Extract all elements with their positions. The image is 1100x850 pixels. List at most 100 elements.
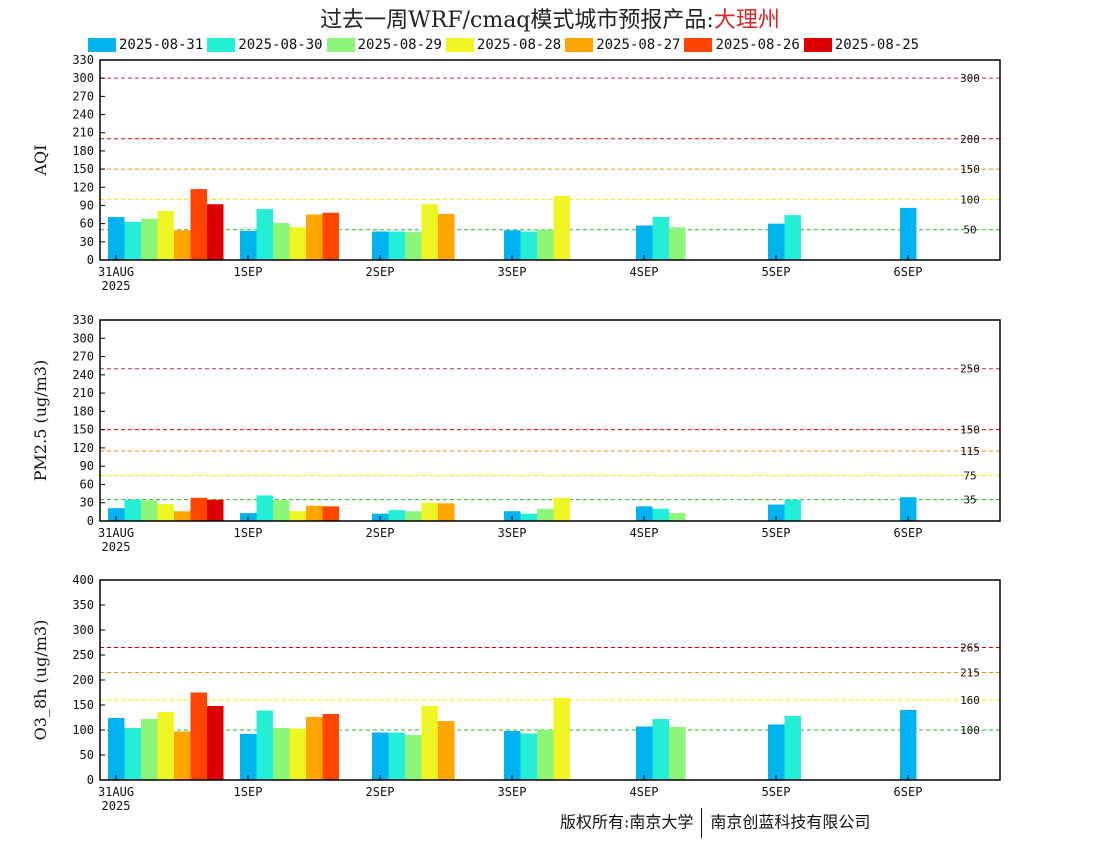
bar (240, 230, 257, 260)
x-year-label: 2025 (102, 279, 131, 293)
bar (784, 215, 801, 260)
bar (537, 229, 554, 260)
bar (157, 503, 174, 521)
bar (289, 227, 306, 260)
bar (768, 223, 785, 260)
threshold-label: 215 (960, 667, 980, 680)
threshold-label: 35 (963, 494, 976, 507)
bar (784, 716, 801, 780)
legend-item: 2025-08-30 (207, 36, 323, 54)
y-tick-label: 300 (72, 331, 94, 345)
x-tick-label: 6SEP (894, 785, 923, 799)
x-tick-label: 4SEP (630, 785, 659, 799)
bar (157, 210, 174, 260)
y-axis-label: O3_8h (ug/m3) (31, 620, 50, 741)
legend-item: 2025-08-31 (88, 36, 203, 54)
bar (504, 731, 521, 780)
x-tick-label: 31AUG (98, 785, 134, 799)
x-tick-label: 2SEP (366, 526, 395, 540)
bar (273, 728, 290, 780)
y-tick-label: 0 (87, 514, 94, 528)
legend-item: 2025-08-28 (445, 36, 562, 54)
x-tick-label: 6SEP (894, 526, 923, 540)
bar (421, 204, 438, 260)
bar (322, 506, 339, 521)
chart-title: 过去一周WRF/cmaq模式城市预报产品:大理州 (0, 2, 1100, 34)
x-tick-label: 2SEP (366, 265, 395, 279)
bar (108, 508, 125, 521)
y-tick-label: 250 (72, 648, 94, 662)
y-tick-label: 30 (80, 235, 94, 249)
bar (784, 499, 801, 521)
bar (108, 216, 125, 260)
bar (124, 499, 141, 521)
title-prefix: 过去一周WRF/cmaq模式城市预报产品: (320, 8, 714, 33)
bar (405, 735, 422, 780)
threshold-label: 100 (960, 193, 980, 206)
y-tick-label: 330 (72, 53, 94, 67)
bar (553, 497, 570, 521)
y-tick-label: 210 (72, 126, 94, 140)
bar (520, 231, 537, 260)
legend-swatch (326, 38, 355, 52)
x-tick-label: 3SEP (498, 526, 527, 540)
bar (190, 692, 207, 780)
legend-item: 2025-08-25 (803, 36, 919, 54)
bar (190, 189, 207, 260)
chart-panel-1: 300 200 150 100 50 0 30 60 90 120 150 180 210 240 270 3… (31, 53, 1001, 293)
plot-frame (99, 59, 1001, 261)
x-tick-label: 5SEP (762, 265, 791, 279)
bar (669, 727, 686, 780)
bar (636, 506, 653, 521)
bar (273, 223, 290, 260)
y-tick-label: 120 (72, 441, 94, 455)
x-tick-label: 31AUG (98, 526, 134, 540)
x-tick-label: 3SEP (498, 785, 527, 799)
legend-label: 2025-08-28 (476, 37, 562, 53)
bar (405, 232, 422, 260)
threshold-label: 300 (960, 72, 980, 85)
y-tick-label: 0 (87, 253, 94, 267)
legend-item: 2025-08-26 (684, 36, 800, 54)
threshold-label: 250 (960, 363, 980, 376)
bar (652, 719, 669, 780)
chart-panel-2: 250 150 115 75 35 0 30 60 90 120 150 180 210 240 270 30… (31, 313, 1001, 554)
title-city: 大理州 (713, 8, 780, 33)
y-tick-label: 100 (72, 723, 94, 737)
legend: 2025-08-31 2025-08-30 2025-08-29 2025-08-28… (88, 36, 923, 54)
y-tick-label: 200 (72, 673, 94, 687)
bar (157, 712, 174, 780)
bar (207, 499, 224, 521)
bar (537, 730, 554, 780)
bar (438, 721, 455, 780)
bar (124, 221, 141, 260)
bar (124, 728, 141, 780)
bar (256, 710, 273, 780)
bar (537, 508, 554, 521)
bar (636, 726, 653, 780)
bar (190, 497, 207, 521)
bar (438, 503, 455, 521)
bar (141, 500, 158, 521)
bar (174, 731, 191, 780)
bar (388, 732, 405, 780)
legend-label: 2025-08-31 (119, 37, 204, 53)
legend-swatch (445, 38, 474, 52)
y-tick-label: 60 (80, 217, 94, 231)
threshold-label: 150 (960, 163, 980, 176)
legend-label: 2025-08-26 (715, 37, 800, 53)
x-tick-label: 31AUG (98, 265, 134, 279)
x-tick-label: 1SEP (234, 785, 263, 799)
y-tick-label: 120 (72, 180, 94, 194)
footer-left: 版权所有:南京大学 (560, 812, 694, 832)
legend-swatch (684, 38, 713, 52)
threshold-label: 200 (960, 133, 980, 146)
bar (108, 718, 125, 780)
x-year-label: 2025 (102, 540, 131, 554)
x-tick-label: 4SEP (630, 265, 659, 279)
y-tick-label: 90 (80, 459, 94, 473)
x-tick-label: 4SEP (630, 526, 659, 540)
bar (652, 216, 669, 260)
y-tick-label: 300 (72, 71, 94, 85)
